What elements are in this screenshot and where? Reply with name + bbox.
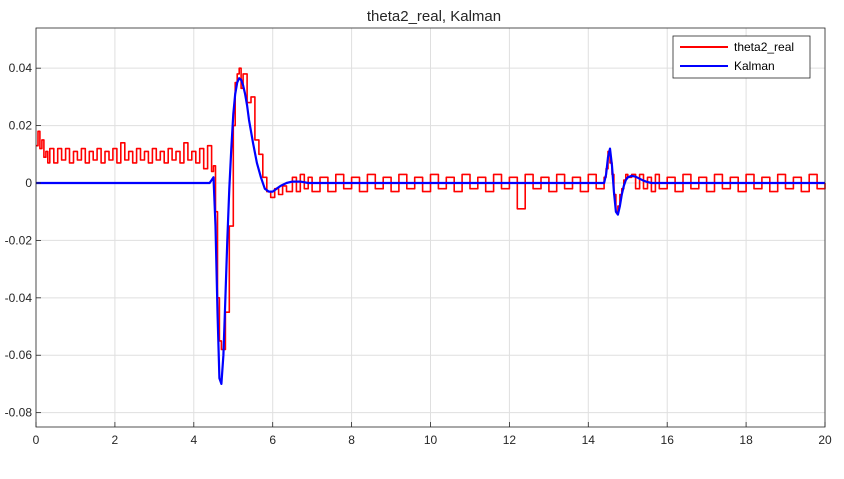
x-tick-label: 18	[739, 433, 753, 447]
chart-title: theta2_real, Kalman	[367, 8, 501, 25]
y-tick-label: 0.02	[9, 119, 33, 133]
x-tick-label: 2	[112, 433, 119, 447]
x-tick-label: 8	[348, 433, 355, 447]
plot-frame	[35, 27, 826, 428]
legend-label-kalman: Kalman	[734, 59, 775, 73]
x-tick-label: 4	[190, 433, 197, 447]
series-layer	[36, 67, 826, 385]
x-tick-label: 10	[424, 433, 438, 447]
series-line-kalman	[36, 77, 825, 385]
y-tick-label: 0.04	[9, 61, 33, 75]
x-tick-label: 0	[33, 433, 40, 447]
x-tick-label: 20	[818, 433, 832, 447]
axes: 0 2 4 6 8 10 12 14 16 18 20 -0.08 -0.06 -0.04 -0.02 0 0.…	[5, 27, 832, 447]
legend: theta2_real Kalman	[672, 35, 811, 79]
y-tick-label: -0.06	[5, 348, 33, 362]
y-tick-label: 0	[25, 176, 32, 190]
y-tick-label: -0.02	[5, 233, 33, 247]
y-tick-label: -0.04	[5, 291, 33, 305]
x-tick-label: 6	[269, 433, 276, 447]
legend-box	[672, 35, 811, 79]
x-tick-label: 14	[582, 433, 596, 447]
series-line-theta2-real	[36, 67, 826, 351]
legend-label-theta2-real: theta2_real	[734, 40, 794, 54]
x-tick-label: 16	[661, 433, 675, 447]
x-tick-label: 12	[503, 433, 517, 447]
y-tick-label: -0.08	[5, 406, 33, 420]
